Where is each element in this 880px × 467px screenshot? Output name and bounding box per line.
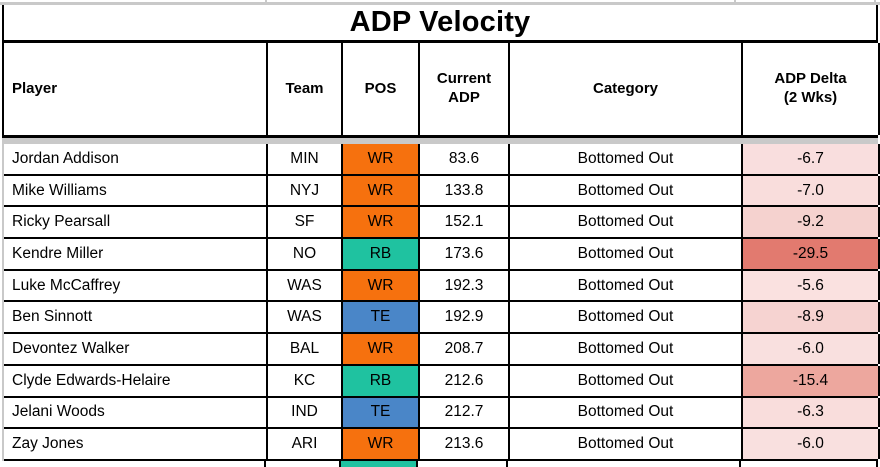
pos-badge[interactable]: TE [343, 397, 420, 428]
player-cell[interactable]: Mike Williams [4, 175, 268, 206]
delta-cell[interactable]: -8.9 [743, 302, 880, 333]
header-pos[interactable]: POS [343, 43, 420, 135]
delta-cell[interactable]: -5.6 [743, 270, 880, 301]
pos-badge[interactable]: WR [343, 175, 420, 206]
team-cell[interactable]: WAS [268, 302, 343, 333]
player-cell[interactable]: Ricky Pearsall [4, 207, 268, 238]
delta-cell[interactable]: -6.3 [743, 397, 880, 428]
header-adp-delta[interactable]: ADP Delta (2 Wks) [743, 43, 880, 135]
table-row: Ben Sinnott WAS TE 192.9 Bottomed Out -8… [4, 302, 880, 335]
player-cell[interactable]: Luke McCaffrey [4, 270, 268, 301]
header-team[interactable]: Team [268, 43, 343, 135]
pos-badge[interactable]: RB [343, 239, 420, 269]
player-cell[interactable]: Clyde Edwards-Helaire [4, 365, 268, 396]
partial-row-below [2, 460, 878, 467]
adp-cell[interactable]: 152.1 [420, 207, 510, 238]
table-header: Player Team POS Current ADP Category ADP… [2, 43, 880, 138]
gridline-tick [874, 0, 876, 2]
team-cell[interactable]: IND [268, 397, 343, 428]
delta-cell[interactable]: -6.0 [743, 429, 880, 459]
player-cell[interactable]: Kendre Miller [4, 239, 268, 269]
pos-badge[interactable]: WR [343, 429, 420, 459]
table-row: Kendre Miller NO RB 173.6 Bottomed Out -… [4, 239, 880, 271]
player-cell[interactable]: Devontez Walker [4, 334, 268, 364]
player-cell[interactable]: Ben Sinnott [4, 302, 268, 333]
table-row: Devontez Walker BAL WR 208.7 Bottomed Ou… [4, 334, 880, 366]
table-row: Jelani Woods IND TE 212.7 Bottomed Out -… [4, 397, 880, 430]
pos-badge[interactable]: WR [343, 144, 420, 174]
peek-delta-cell [741, 460, 878, 467]
team-cell[interactable]: KC [268, 365, 343, 396]
peek-player-cell [2, 460, 266, 467]
adp-cell[interactable]: 212.7 [420, 397, 510, 428]
pos-badge[interactable]: RB [343, 365, 420, 396]
header-current-adp-label: Current ADP [436, 70, 492, 106]
team-cell[interactable]: BAL [268, 334, 343, 364]
team-cell[interactable]: NO [268, 239, 343, 269]
delta-cell[interactable]: -6.7 [743, 144, 880, 174]
hidden-row-band [2, 138, 878, 144]
player-cell[interactable]: Jelani Woods [4, 397, 268, 428]
team-cell[interactable]: WAS [268, 270, 343, 301]
peek-pos-cell [341, 460, 418, 467]
category-cell[interactable]: Bottomed Out [510, 429, 743, 459]
category-cell[interactable]: Bottomed Out [510, 270, 743, 301]
adp-cell[interactable]: 208.7 [420, 334, 510, 364]
adp-cell[interactable]: 83.6 [420, 144, 510, 174]
category-cell[interactable]: Bottomed Out [510, 144, 743, 174]
partial-row-above [0, 0, 880, 5]
table-row: Zay Jones ARI WR 213.6 Bottomed Out -6.0 [4, 429, 880, 461]
table-title[interactable]: ADP Velocity [2, 5, 878, 43]
adp-cell[interactable]: 133.8 [420, 175, 510, 206]
adp-cell[interactable]: 192.9 [420, 302, 510, 333]
category-cell[interactable]: Bottomed Out [510, 302, 743, 333]
team-cell[interactable]: SF [268, 207, 343, 238]
category-cell[interactable]: Bottomed Out [510, 175, 743, 206]
category-cell[interactable]: Bottomed Out [510, 397, 743, 428]
gridline-tick [265, 0, 267, 2]
category-cell[interactable]: Bottomed Out [510, 365, 743, 396]
player-cell[interactable]: Jordan Addison [4, 144, 268, 174]
peek-adp-cell [418, 460, 508, 467]
header-current-adp[interactable]: Current ADP [420, 43, 510, 135]
table-row: Ricky Pearsall SF WR 152.1 Bottomed Out … [4, 207, 880, 240]
delta-cell[interactable]: -6.0 [743, 334, 880, 364]
pos-badge[interactable]: WR [343, 270, 420, 301]
player-cell[interactable]: Zay Jones [4, 429, 268, 459]
pos-badge[interactable]: WR [343, 207, 420, 238]
table-row: Clyde Edwards-Helaire KC RB 212.6 Bottom… [4, 365, 880, 398]
adp-velocity-table: ADP Velocity Player Team POS Current ADP… [2, 5, 880, 467]
team-cell[interactable]: ARI [268, 429, 343, 459]
category-cell[interactable]: Bottomed Out [510, 207, 743, 238]
header-player[interactable]: Player [4, 43, 268, 135]
adp-cell[interactable]: 213.6 [420, 429, 510, 459]
delta-cell[interactable]: -7.0 [743, 175, 880, 206]
pos-badge[interactable]: TE [343, 302, 420, 333]
team-cell[interactable]: MIN [268, 144, 343, 174]
peek-category-cell [508, 460, 741, 467]
gridline-tick [734, 0, 736, 2]
category-cell[interactable]: Bottomed Out [510, 334, 743, 364]
adp-cell[interactable]: 212.6 [420, 365, 510, 396]
delta-cell[interactable]: -9.2 [743, 207, 880, 238]
team-cell[interactable]: NYJ [268, 175, 343, 206]
table-row: Luke McCaffrey WAS WR 192.3 Bottomed Out… [4, 270, 880, 303]
header-adp-delta-label: ADP Delta (2 Wks) [774, 70, 847, 106]
table-row: Jordan Addison MIN WR 83.6 Bottomed Out … [4, 144, 880, 176]
header-category[interactable]: Category [510, 43, 743, 135]
table-body: Jordan Addison MIN WR 83.6 Bottomed Out … [2, 144, 880, 461]
pos-badge[interactable]: WR [343, 334, 420, 364]
peek-team-cell [266, 460, 341, 467]
delta-cell[interactable]: -15.4 [743, 365, 880, 396]
table-row: Mike Williams NYJ WR 133.8 Bottomed Out … [4, 175, 880, 208]
category-cell[interactable]: Bottomed Out [510, 239, 743, 269]
adp-cell[interactable]: 173.6 [420, 239, 510, 269]
delta-cell[interactable]: -29.5 [743, 239, 880, 269]
adp-cell[interactable]: 192.3 [420, 270, 510, 301]
